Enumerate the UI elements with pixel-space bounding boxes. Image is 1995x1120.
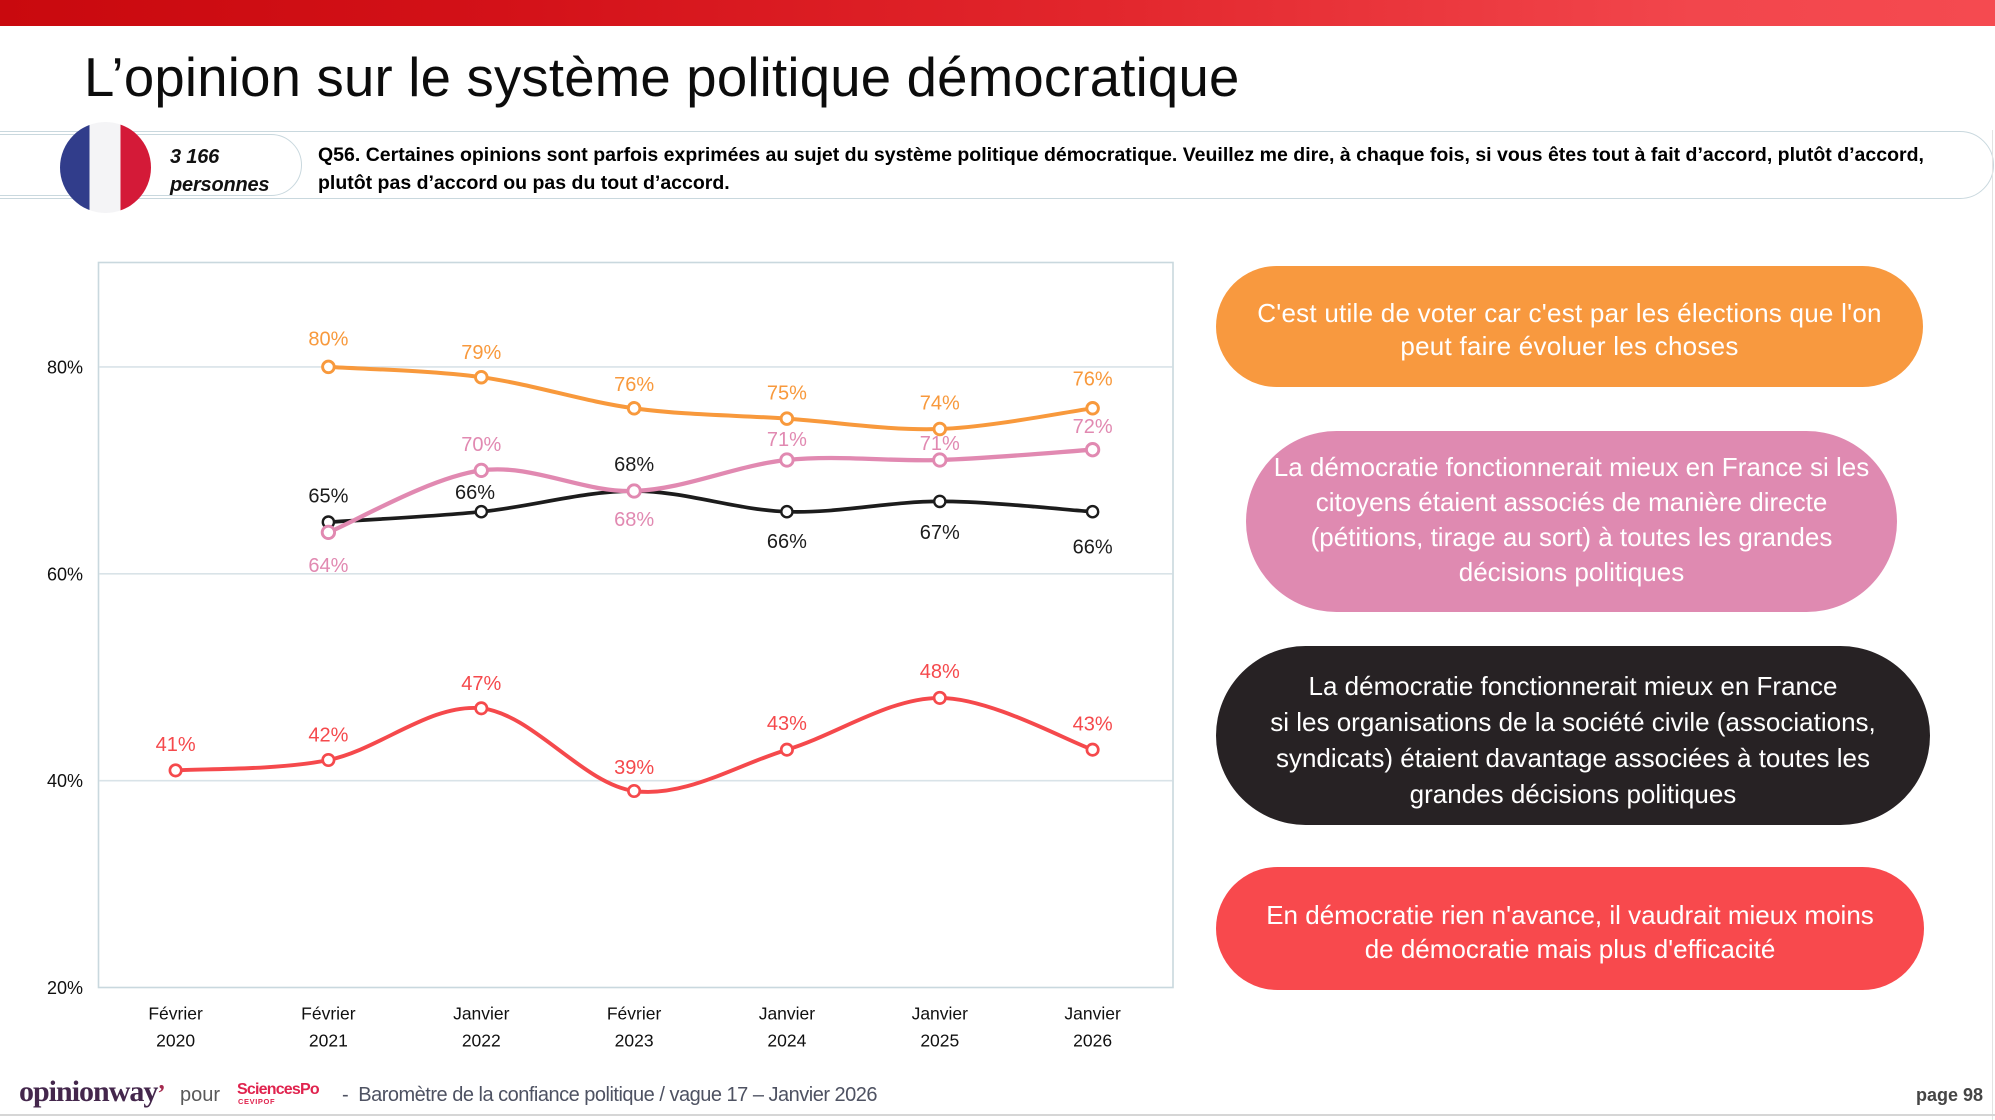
svg-text:66%: 66% — [455, 482, 495, 504]
svg-text:39%: 39% — [614, 757, 654, 779]
svg-text:Février: Février — [607, 1004, 662, 1024]
svg-text:Février: Février — [148, 1004, 203, 1024]
svg-text:80%: 80% — [308, 329, 348, 351]
svg-text:2025: 2025 — [920, 1031, 959, 1051]
svg-text:2024: 2024 — [767, 1031, 806, 1051]
svg-text:68%: 68% — [614, 509, 654, 531]
svg-text:60%: 60% — [47, 564, 83, 584]
svg-text:76%: 76% — [614, 374, 654, 396]
svg-text:74%: 74% — [920, 393, 960, 415]
svg-text:20%: 20% — [47, 978, 83, 998]
svg-text:71%: 71% — [767, 429, 807, 451]
svg-text:47%: 47% — [461, 673, 501, 695]
svg-text:72%: 72% — [1073, 416, 1113, 438]
svg-text:70%: 70% — [461, 434, 501, 456]
svg-text:64%: 64% — [308, 555, 348, 577]
svg-text:2021: 2021 — [309, 1031, 348, 1051]
svg-text:79%: 79% — [461, 342, 501, 364]
svg-text:43%: 43% — [767, 713, 807, 735]
svg-text:41%: 41% — [156, 734, 196, 756]
svg-text:68%: 68% — [614, 454, 654, 476]
svg-text:Janvier: Janvier — [1064, 1004, 1121, 1024]
svg-text:2022: 2022 — [462, 1031, 501, 1051]
svg-text:43%: 43% — [1073, 714, 1113, 736]
svg-text:67%: 67% — [920, 522, 960, 544]
svg-text:40%: 40% — [47, 771, 83, 791]
svg-text:42%: 42% — [308, 725, 348, 747]
svg-text:2020: 2020 — [156, 1031, 195, 1051]
svg-text:Janvier: Janvier — [759, 1004, 816, 1024]
svg-text:75%: 75% — [767, 383, 807, 405]
svg-text:Janvier: Janvier — [912, 1004, 969, 1024]
svg-text:66%: 66% — [1073, 537, 1113, 559]
svg-text:66%: 66% — [767, 531, 807, 553]
svg-text:80%: 80% — [47, 357, 83, 377]
svg-text:71%: 71% — [920, 433, 960, 455]
svg-text:2026: 2026 — [1073, 1031, 1112, 1051]
svg-text:2023: 2023 — [615, 1031, 654, 1051]
svg-text:Janvier: Janvier — [453, 1004, 510, 1024]
svg-text:65%: 65% — [308, 486, 348, 508]
svg-text:Février: Février — [301, 1004, 356, 1024]
svg-text:48%: 48% — [920, 661, 960, 683]
svg-text:76%: 76% — [1073, 369, 1113, 391]
